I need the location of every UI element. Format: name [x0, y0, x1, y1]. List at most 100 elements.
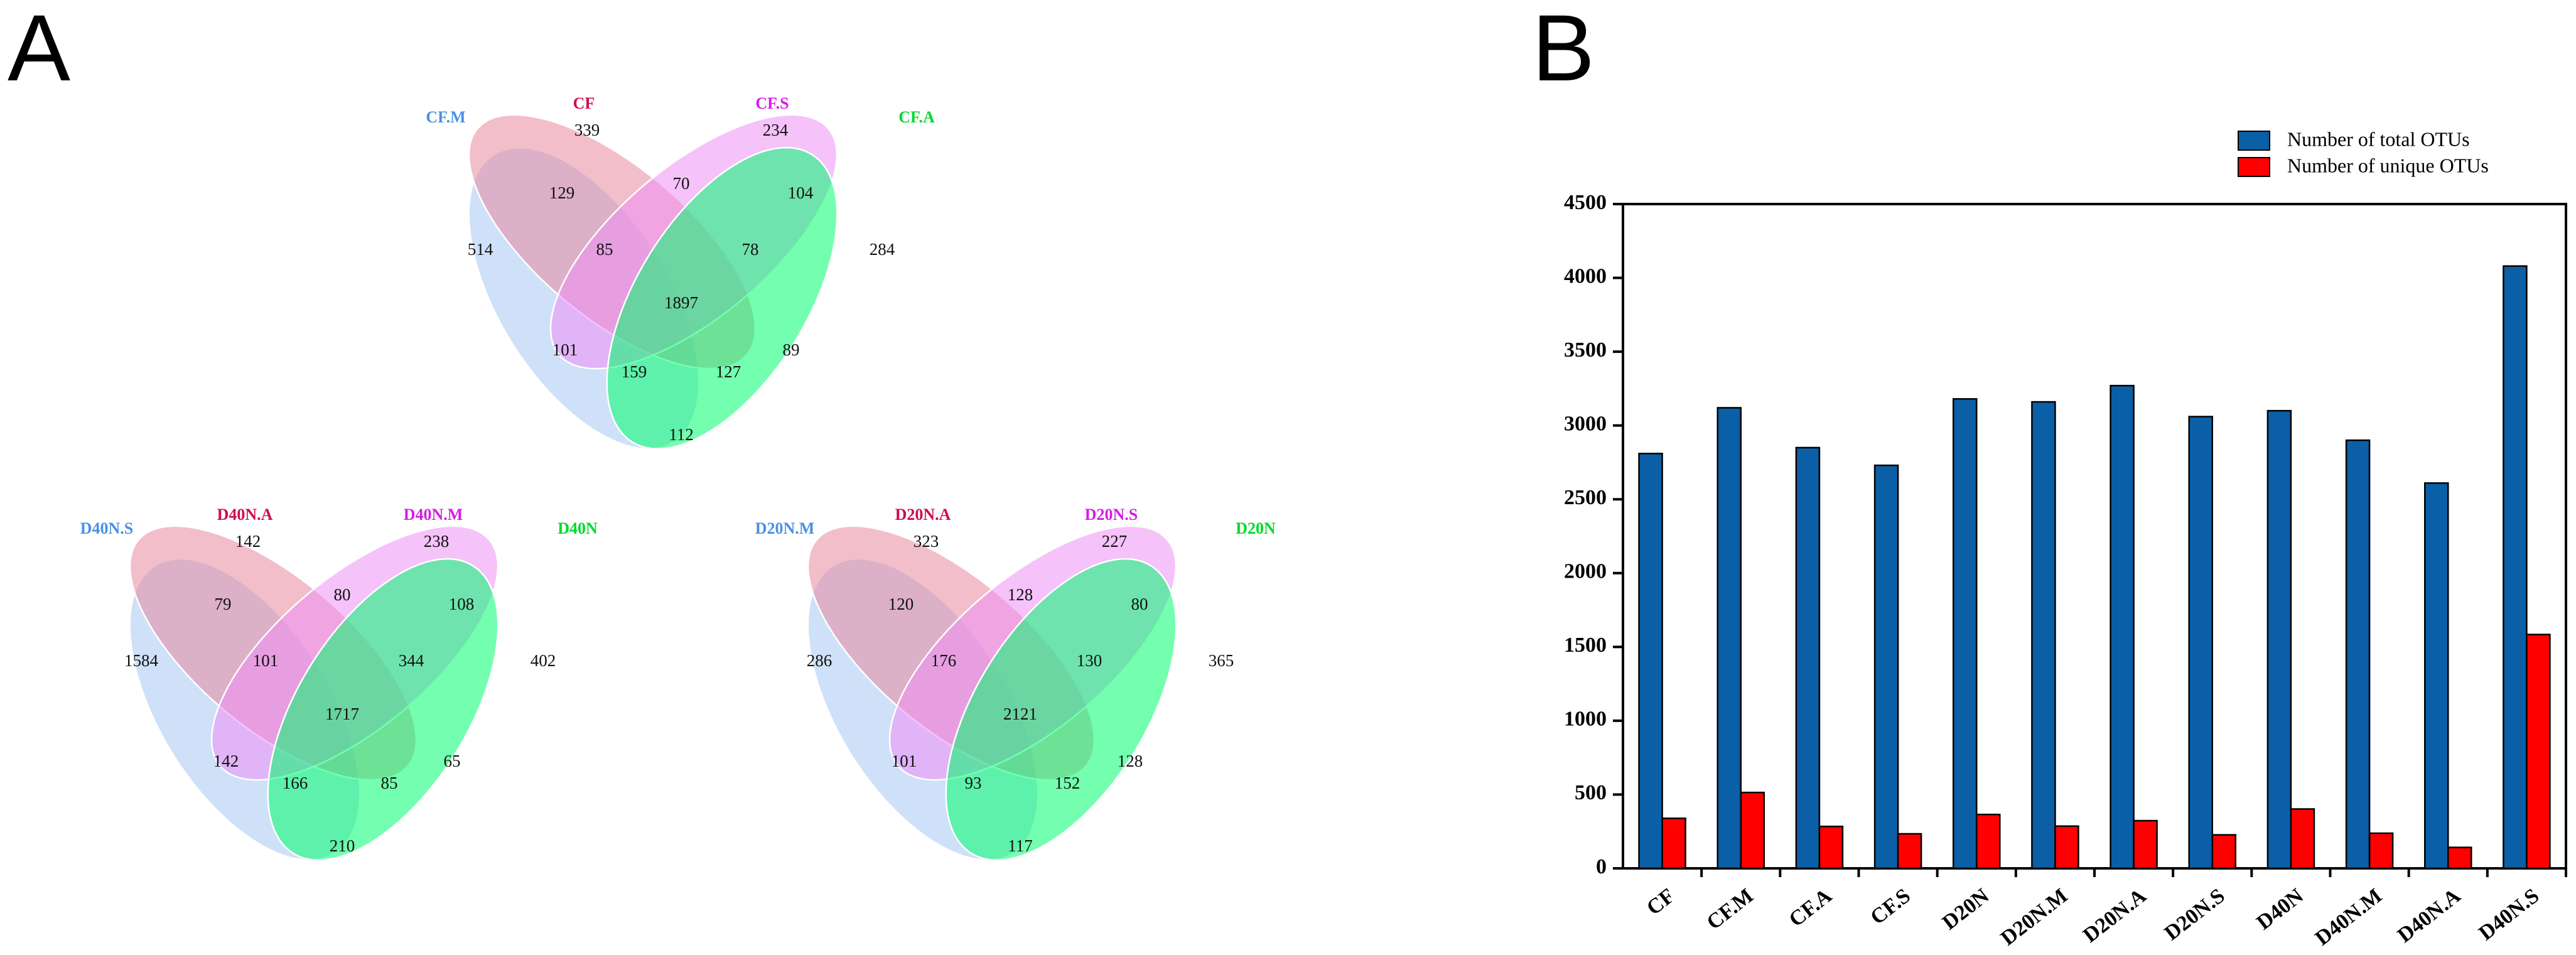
unique-otu-bar [1897, 833, 1922, 870]
venn-count-m: 1584 [124, 651, 159, 670]
total-otu-bar [2031, 401, 2056, 870]
venn-count-ms: 101 [892, 752, 917, 770]
venn-set-label: D20N.M [755, 519, 815, 537]
unique-otu-bar [2211, 834, 2236, 870]
venn-count-csa: 130 [1077, 651, 1102, 670]
venn-set-shape [606, 146, 838, 450]
venn-count-a: 284 [870, 240, 895, 259]
y-tick-label: 1500 [1564, 634, 1607, 657]
venn-set-label: D40N [558, 519, 598, 537]
venn-count-ca: 65 [444, 752, 461, 770]
total-otu-bar [2503, 265, 2528, 870]
total-otu-bar [2188, 416, 2213, 870]
venn-count-mca: 127 [716, 362, 741, 381]
venn-diagrams: CF.M CF CF.S CF.A 514 339 234 284 129 70 104 85 78 18… [80, 94, 1276, 861]
venn-count-msa: 159 [622, 362, 647, 381]
venn-count-cs: 70 [673, 174, 690, 193]
unique-otu-bar [2368, 832, 2394, 870]
venn-count-ms: 142 [213, 752, 239, 770]
unique-otu-bar [2526, 634, 2551, 870]
y-tick-label: 0 [1596, 855, 1607, 878]
venn-count-sa: 104 [788, 183, 814, 202]
venn-set-label: D40N.A [217, 505, 273, 524]
venn-count-mcs: 101 [253, 651, 279, 670]
venn-count-c: 323 [913, 532, 939, 551]
venn-count-cs: 80 [334, 585, 351, 604]
unique-otu-bar [2290, 808, 2315, 870]
venn-bottom-right: D20N.M D20N.A D20N.S D20N 286 323 227 365 120 128… [755, 505, 1276, 861]
venn-set-label: CF [573, 94, 595, 112]
venn-top: CF.M CF CF.S CF.A 514 339 234 284 129 70 104 85 78 18… [426, 94, 935, 450]
venn-count-all: 1717 [325, 704, 359, 723]
venn-count-s: 234 [763, 121, 789, 139]
total-otu-bar [2424, 482, 2449, 870]
total-otu-bar [2110, 384, 2135, 870]
unique-otu-bar [1661, 817, 1686, 870]
legend-swatch [2238, 131, 2270, 151]
venn-count-mcs: 176 [931, 651, 957, 670]
venn-set-label: CF.S [755, 94, 789, 112]
venn-set-label: D40N.M [404, 505, 463, 524]
venn-count-mca: 152 [1055, 774, 1081, 792]
venn-count-mc: 129 [549, 183, 575, 202]
venn-count-msa: 93 [965, 774, 982, 792]
venn-count-c: 142 [235, 532, 261, 551]
venn-set-label: CF.M [426, 108, 465, 126]
legend-entry: Number of unique OTUs [2287, 154, 2489, 176]
unique-otu-bar [2054, 825, 2079, 870]
venn-count-sa: 80 [1131, 595, 1148, 613]
venn-count-msa: 166 [283, 774, 308, 792]
venn-count-mcs: 85 [596, 240, 613, 259]
venn-count-mca: 85 [381, 774, 398, 792]
unique-otu-bar [2447, 846, 2472, 870]
venn-count-cs: 128 [1008, 585, 1033, 604]
total-otu-bar [1953, 398, 1978, 870]
venn-set-label: D20N [1236, 519, 1276, 537]
legend-swatch [2238, 157, 2270, 177]
total-otu-bar [2266, 409, 2292, 870]
y-tick-label: 2500 [1564, 486, 1607, 509]
venn-bottom-left: D40N.S D40N.A D40N.M D40N 1584 142 238 402 79 80 1… [80, 505, 598, 861]
venn-count-c: 339 [574, 121, 600, 139]
venn-count-csa: 78 [742, 240, 759, 259]
unique-otu-bar [1976, 813, 2001, 870]
y-tick-label: 500 [1575, 781, 1607, 804]
venn-set-label: D20N.A [895, 505, 951, 524]
total-otu-bar [1716, 407, 1742, 870]
venn-count-ma: 210 [330, 836, 355, 855]
venn-count-mc: 79 [215, 595, 232, 613]
total-otu-bar [1873, 464, 1899, 870]
y-tick-label: 4000 [1564, 264, 1607, 288]
venn-count-csa: 344 [399, 651, 424, 670]
unique-otu-bar [1740, 791, 1765, 870]
venn-set-label: CF.A [898, 108, 935, 126]
y-tick-label: 3500 [1564, 338, 1607, 362]
venn-set-label: D20N.S [1085, 505, 1138, 524]
venn-count-s: 238 [424, 532, 450, 551]
venn-set-shape [945, 558, 1177, 861]
venn-set-shape [267, 558, 499, 861]
y-tick-label: 2000 [1564, 560, 1607, 583]
venn-count-ms: 101 [552, 340, 578, 359]
total-otu-bar [1638, 453, 1663, 870]
venn-count-ca: 128 [1118, 752, 1143, 770]
y-tick-label: 3000 [1564, 412, 1607, 435]
total-otu-bar [2345, 439, 2371, 870]
panel-label-a: A [8, 0, 70, 100]
venn-count-ca: 89 [783, 340, 800, 359]
venn-count-ma: 112 [669, 425, 694, 444]
venn-count-m: 286 [807, 651, 833, 670]
y-tick-label: 1000 [1564, 708, 1607, 731]
unique-otu-bar [1818, 825, 1844, 870]
panel-label-b: B [1532, 0, 1595, 100]
unique-otu-bar [2133, 819, 2158, 870]
venn-count-a: 402 [531, 651, 556, 670]
venn-count-a: 365 [1209, 651, 1234, 670]
legend-entry: Number of total OTUs [2287, 127, 2470, 150]
venn-count-s: 227 [1102, 532, 1128, 551]
venn-count-all: 1897 [664, 293, 698, 312]
venn-count-mc: 120 [888, 595, 914, 613]
venn-set-label: D40N.S [80, 519, 134, 537]
total-otu-bar [1795, 446, 1821, 870]
